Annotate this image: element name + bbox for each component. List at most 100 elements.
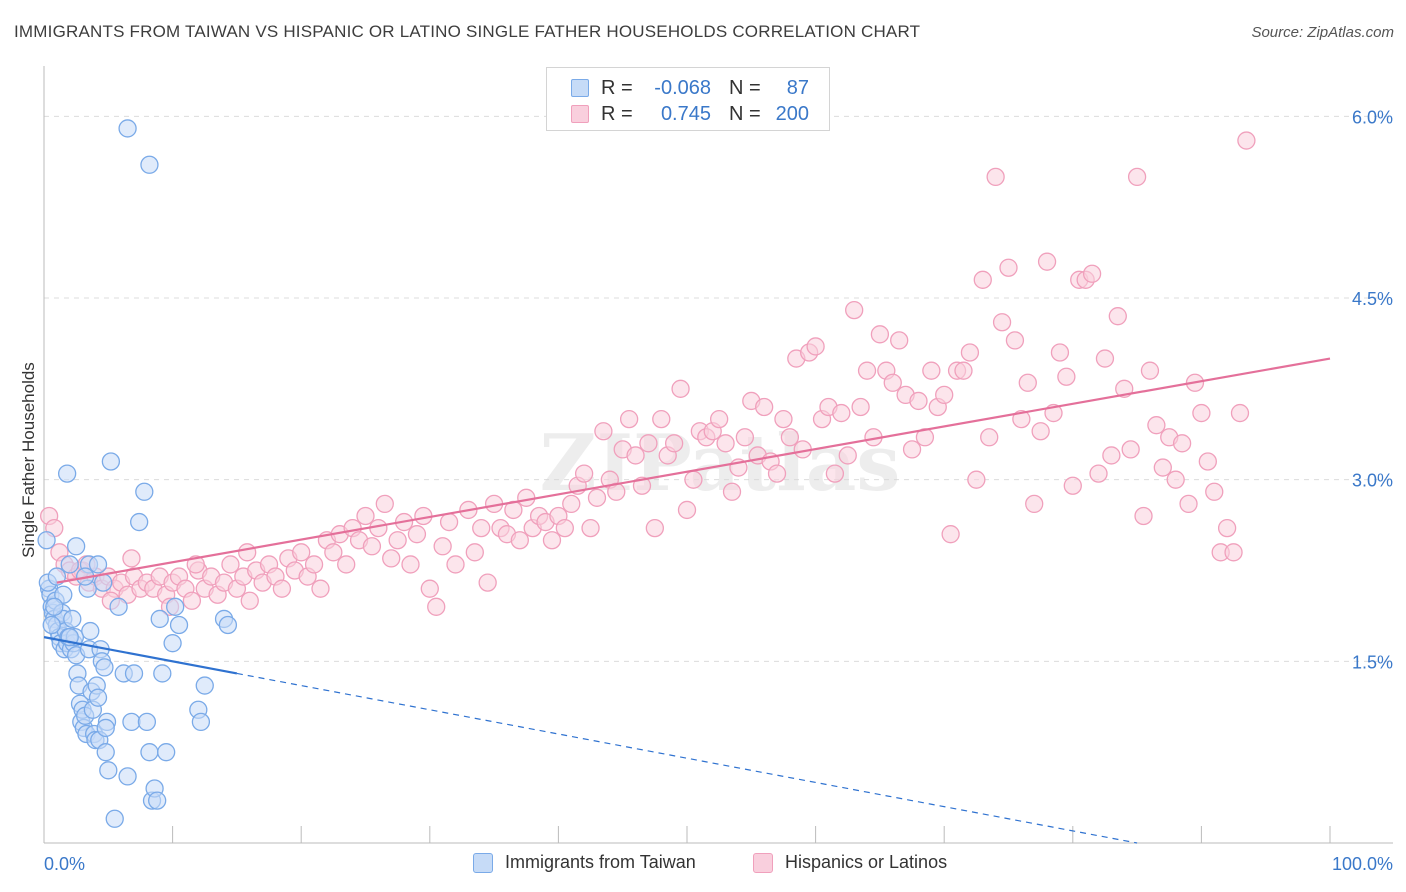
hispanic-point: [967, 470, 986, 489]
taiwan-point: [101, 452, 121, 471]
hispanic-point: [890, 331, 909, 350]
hispanic-point: [446, 555, 465, 574]
hispanic-point: [362, 537, 382, 556]
series-legend-item-hispanic[interactable]: Hispanics or Latinos: [753, 852, 947, 873]
hispanic-point: [562, 494, 581, 514]
x-tick-label: 100.0%: [1332, 854, 1393, 874]
taiwan-point: [124, 664, 144, 683]
taiwan-point: [122, 712, 141, 732]
hispanic-point: [1102, 446, 1121, 465]
legend-n-value: 87: [786, 76, 809, 99]
hispanic-point: [542, 531, 562, 550]
hispanic-point: [433, 537, 452, 556]
hispanic-trend-line: [56, 357, 1331, 584]
legend-swatch-hispanic: [571, 105, 589, 123]
hispanic-point: [311, 579, 330, 598]
hispanic-point: [221, 555, 240, 574]
hispanic-point: [832, 403, 851, 423]
hispanic-point: [722, 482, 742, 501]
hispanic-point: [324, 543, 343, 562]
hispanic-point: [388, 531, 407, 550]
hispanic-point: [1057, 367, 1076, 386]
taiwan-point: [195, 676, 214, 695]
hispanic-point: [645, 518, 664, 538]
series-legend-item-taiwan[interactable]: Immigrants from Taiwan: [473, 852, 696, 873]
hispanic-point: [992, 313, 1012, 332]
hispanic-point: [472, 518, 491, 538]
taiwan-point: [140, 743, 159, 762]
taiwan-point: [57, 464, 77, 483]
hispanic-point: [478, 573, 497, 592]
taiwan-point: [135, 482, 154, 501]
hispanic-point: [1166, 470, 1185, 489]
hispanic-point: [806, 337, 825, 356]
series-label-taiwan: Immigrants from Taiwan: [505, 852, 696, 872]
hispanic-point: [999, 258, 1018, 277]
taiwan-point: [94, 573, 113, 592]
taiwan-point: [67, 537, 86, 556]
hispanic-point: [356, 506, 375, 526]
legend-n-label: N =: [729, 102, 761, 125]
hispanic-point: [639, 434, 658, 453]
hispanic-point: [375, 494, 394, 514]
hispanic-point: [664, 434, 684, 453]
hispanic-point: [986, 167, 1005, 187]
taiwan-point: [130, 512, 149, 532]
hispanic-point: [935, 385, 954, 405]
taiwan-point: [105, 809, 124, 828]
hispanic-point: [1237, 131, 1256, 150]
hispanic-point: [272, 579, 292, 598]
taiwan-point: [96, 743, 115, 762]
series-legend: Immigrants from Taiwan Hispanics or Lati…: [0, 852, 1406, 878]
legend-r-value: 0.745: [660, 102, 711, 125]
hispanic-point: [581, 518, 600, 538]
hispanic-point: [1198, 452, 1217, 471]
hispanic-point: [439, 512, 459, 532]
hispanic-point: [382, 549, 401, 568]
hispanic-point: [1179, 494, 1198, 514]
legend-row-hispanic: R = 0.745 N = 200: [571, 102, 809, 126]
hispanic-point: [1005, 331, 1025, 350]
taiwan-point: [109, 597, 128, 616]
hispanic-point: [1192, 403, 1211, 423]
hispanic-point: [122, 549, 141, 568]
series-swatch-hispanic: [753, 852, 773, 873]
hispanic-point: [1147, 416, 1166, 435]
hispanic-point: [1018, 373, 1037, 392]
hispanic-point: [1121, 440, 1140, 459]
hispanic-point: [1217, 518, 1237, 538]
taiwan-point: [96, 718, 115, 738]
hispanic-point: [1025, 494, 1044, 514]
hispanic-point: [1140, 361, 1160, 380]
hispanic-point: [710, 409, 729, 429]
hispanic-point: [716, 434, 735, 453]
taiwan-point: [118, 119, 137, 138]
hispanic-point: [1224, 543, 1243, 562]
hispanic-point: [735, 428, 755, 447]
hispanic-point: [1127, 167, 1147, 187]
hispanic-point: [857, 361, 877, 380]
hispanic-point: [677, 500, 697, 520]
hispanic-point: [619, 409, 639, 429]
chart-title: IMMIGRANTS FROM TAIWAN VS HISPANIC OR LA…: [14, 22, 921, 41]
hispanic-point: [1063, 476, 1082, 495]
hispanic-point: [838, 446, 857, 465]
hispanic-point: [780, 428, 800, 447]
hispanic-point: [684, 470, 703, 489]
chart-source: Source: ZipAtlas.com: [1251, 24, 1394, 41]
y-axis-label: Single Father Households: [19, 362, 38, 558]
taiwan-point: [99, 761, 118, 780]
hispanic-point: [292, 543, 311, 562]
hispanic-point: [401, 555, 420, 574]
taiwan-point: [60, 555, 79, 574]
legend-swatch-taiwan: [571, 79, 589, 97]
legend-r-label: R =: [601, 76, 633, 99]
legend-r-value: -0.068: [654, 76, 711, 99]
hispanic-point: [1108, 307, 1127, 326]
hispanic-point: [870, 325, 890, 344]
series-label-hispanic: Hispanics or Latinos: [785, 852, 948, 872]
hispanic-point: [420, 579, 439, 598]
hispanic-point: [825, 464, 845, 483]
hispanic-point: [182, 591, 202, 610]
